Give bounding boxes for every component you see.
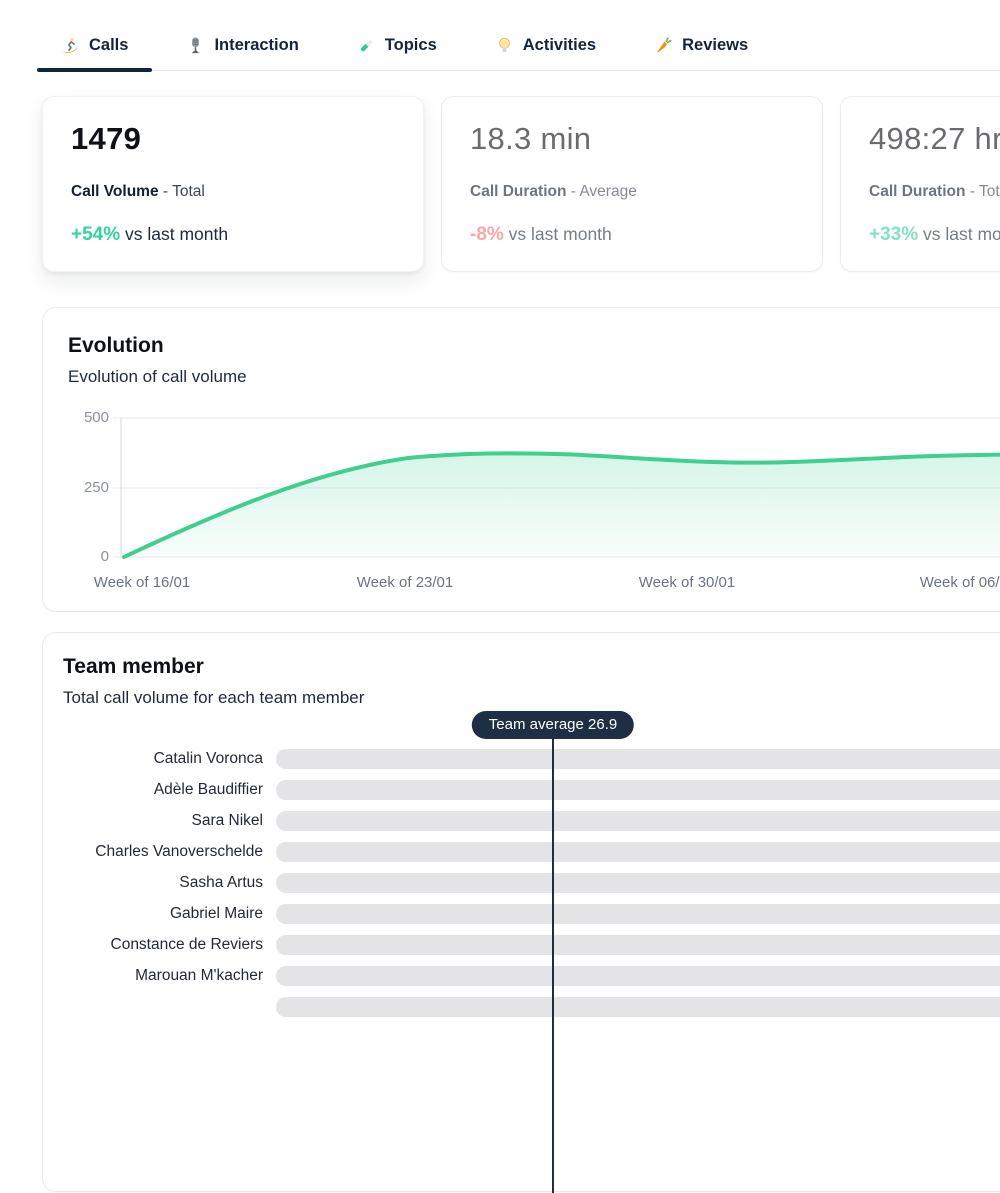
table-row: Sasha Artus bbox=[63, 873, 1000, 893]
area-chart-svg bbox=[43, 408, 1000, 598]
table-row: Adèle Baudiffier bbox=[63, 780, 1000, 800]
evolution-title: Evolution bbox=[68, 334, 1000, 358]
x-label-week4: Week of 06/02 bbox=[920, 574, 1000, 591]
member-bar bbox=[276, 811, 1000, 831]
member-name: Sara Nikel bbox=[63, 812, 263, 830]
stat-value: 18.3 min bbox=[470, 121, 794, 157]
stat-card-call-duration-average[interactable]: 18.3 min Call Duration - Average -8% vs … bbox=[441, 96, 823, 272]
member-bar bbox=[276, 935, 1000, 955]
stat-value: 1479 bbox=[71, 121, 395, 157]
member-name: Sasha Artus bbox=[63, 874, 263, 892]
table-row: Gabriel Maire bbox=[63, 904, 1000, 924]
member-bar bbox=[276, 749, 1000, 769]
x-label-week1: Week of 16/01 bbox=[94, 574, 190, 591]
member-bar bbox=[276, 873, 1000, 893]
team-title: Team member bbox=[63, 655, 1000, 679]
evolution-panel: Evolution Evolution of call volume 500 2… bbox=[42, 307, 1000, 612]
area-fill bbox=[124, 453, 1000, 557]
stat-change: +33% vs last month bbox=[869, 224, 1000, 246]
team-average-line bbox=[552, 738, 554, 1193]
stat-label: Call Duration - Average bbox=[470, 183, 794, 201]
tab-topics[interactable]: Topics bbox=[333, 28, 461, 70]
team-average-badge: Team average 26.9 bbox=[472, 711, 634, 739]
member-bar bbox=[276, 966, 1000, 986]
member-name: Constance de Reviers bbox=[63, 936, 263, 954]
stat-cards-row: 1479 Call Volume - Total +54% vs last mo… bbox=[42, 96, 1000, 272]
stat-change-suffix: vs last month bbox=[923, 224, 1000, 244]
team-bar-chart: Catalin Voronca Adèle Baudiffier Sara Ni… bbox=[63, 749, 1000, 1028]
y-tick-500: 500 bbox=[57, 409, 109, 427]
stat-change-suffix: vs last month bbox=[509, 224, 612, 244]
table-row: Catalin Voronca bbox=[63, 749, 1000, 769]
stat-metric: Call Duration bbox=[470, 183, 566, 200]
tab-activities[interactable]: Activities bbox=[471, 28, 620, 70]
x-label-week2: Week of 23/01 bbox=[357, 574, 453, 591]
member-name: Catalin Voronca bbox=[63, 750, 263, 768]
stat-change-pct: -8% bbox=[470, 224, 504, 245]
member-name: Charles Vanoverschelde bbox=[63, 843, 263, 861]
tab-label: Topics bbox=[385, 36, 437, 55]
tab-bar: Calls Interaction Topics bbox=[37, 28, 1000, 71]
stat-change-pct: +33% bbox=[869, 224, 918, 245]
lightbulb-icon bbox=[495, 36, 514, 55]
member-bar bbox=[276, 780, 1000, 800]
stat-change: -8% vs last month bbox=[470, 224, 794, 246]
stat-qualifier: - Total bbox=[970, 183, 1000, 200]
stat-label: Call Volume - Total bbox=[71, 183, 395, 201]
surfer-icon bbox=[61, 36, 80, 55]
stat-card-call-duration-total[interactable]: 498:27 hr Call Duration - Total +33% vs … bbox=[840, 96, 1000, 272]
y-tick-0: 0 bbox=[57, 548, 109, 566]
tab-label: Activities bbox=[523, 36, 596, 55]
stat-change: +54% vs last month bbox=[71, 224, 395, 246]
evolution-subtitle: Evolution of call volume bbox=[68, 367, 1000, 387]
table-row: Constance de Reviers bbox=[63, 935, 1000, 955]
member-name: Adèle Baudiffier bbox=[63, 781, 263, 799]
carrot-icon bbox=[654, 36, 673, 55]
stat-card-call-volume-total[interactable]: 1479 Call Volume - Total +54% vs last mo… bbox=[42, 96, 424, 272]
tab-calls[interactable]: Calls bbox=[37, 28, 152, 70]
stat-qualifier: - Average bbox=[571, 183, 637, 200]
tab-label: Reviews bbox=[682, 36, 748, 55]
stat-metric: Call Volume bbox=[71, 183, 159, 200]
tab-label: Calls bbox=[89, 36, 128, 55]
stat-qualifier: - Total bbox=[163, 183, 205, 200]
stat-label: Call Duration - Total bbox=[869, 183, 1000, 201]
member-name: Gabriel Maire bbox=[63, 905, 263, 923]
table-row: Sara Nikel bbox=[63, 811, 1000, 831]
y-tick-250: 250 bbox=[57, 479, 109, 497]
member-bar bbox=[276, 997, 1000, 1017]
tab-interaction[interactable]: Interaction bbox=[162, 28, 322, 70]
microphone-icon bbox=[186, 36, 205, 55]
test-tube-icon bbox=[357, 36, 376, 55]
member-name: Marouan M'kacher bbox=[63, 967, 263, 985]
stat-change-pct: +54% bbox=[71, 224, 120, 245]
team-subtitle: Total call volume for each team member bbox=[63, 688, 1000, 708]
tab-label: Interaction bbox=[214, 36, 298, 55]
table-row: Marouan M'kacher bbox=[63, 966, 1000, 986]
stat-change-suffix: vs last month bbox=[125, 224, 228, 244]
member-bar bbox=[276, 842, 1000, 862]
x-label-week3: Week of 30/01 bbox=[639, 574, 735, 591]
tab-reviews[interactable]: Reviews bbox=[630, 28, 772, 70]
member-bar bbox=[276, 904, 1000, 924]
table-row bbox=[63, 997, 1000, 1017]
table-row: Charles Vanoverschelde bbox=[63, 842, 1000, 862]
stat-metric: Call Duration bbox=[869, 183, 965, 200]
team-member-panel: Team member Total call volume for each t… bbox=[42, 632, 1000, 1192]
stat-value: 498:27 hr bbox=[869, 121, 1000, 157]
